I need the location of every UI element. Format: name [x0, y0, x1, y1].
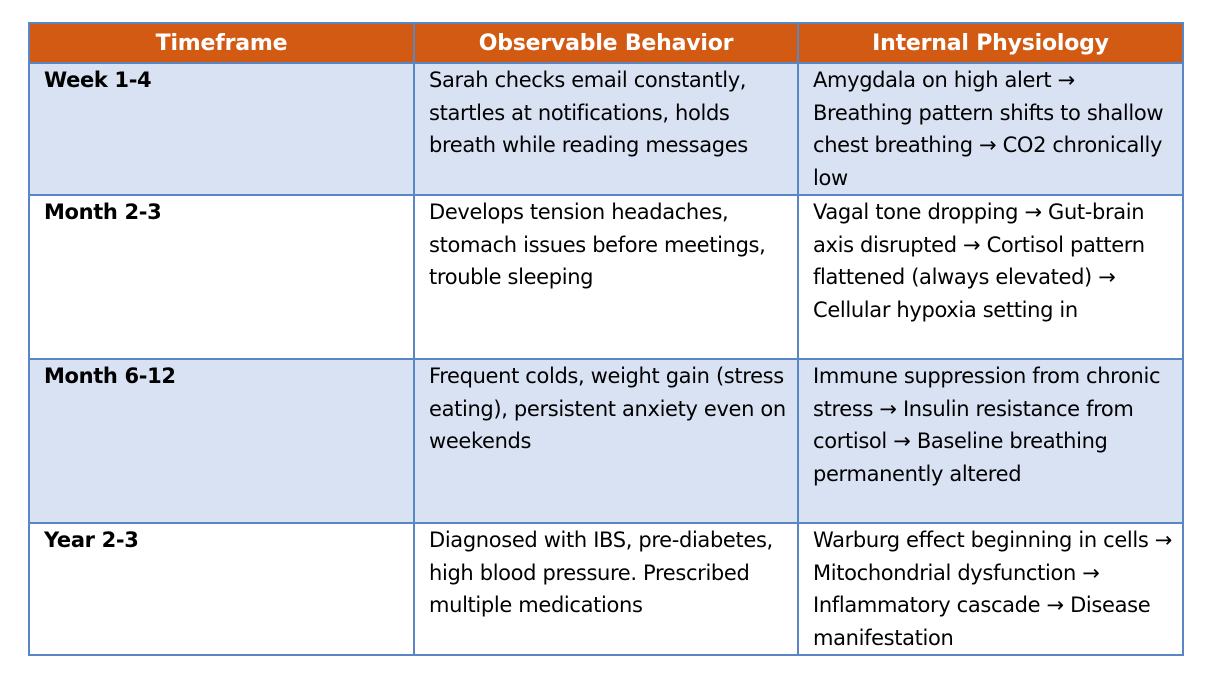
physiology-text: Vagal tone dropping → Gut-brain axis dis… [813, 200, 1145, 322]
behavior-text: Develops tension headaches, stomach issu… [429, 200, 766, 289]
physiology-text: Warburg effect beginning in cells → Mito… [813, 528, 1173, 650]
table-row: Year 2-3 Diagnosed with IBS, pre-diabete… [28, 522, 1184, 656]
behavior-text: Diagnosed with IBS, pre-diabetes, high b… [429, 528, 773, 617]
timeframe-cell: Month 2-3 [28, 194, 415, 360]
timeframe-cell: Week 1-4 [28, 62, 415, 196]
physiology-text: Amygdala on high alert → Breathing patte… [813, 68, 1164, 190]
physiology-cell: Warburg effect beginning in cells → Mito… [797, 522, 1184, 656]
behavior-cell: Sarah checks email constantly, startles … [413, 62, 799, 196]
timeframe-cell: Month 6-12 [28, 358, 415, 524]
behavior-cell: Frequent colds, weight gain (stress eati… [413, 358, 799, 524]
table-row: Month 6-12 Frequent colds, weight gain (… [28, 358, 1184, 524]
physiology-cell: Vagal tone dropping → Gut-brain axis dis… [797, 194, 1184, 360]
stress-progression-table: Timeframe Observable Behavior Internal P… [28, 22, 1184, 656]
table-row: Week 1-4 Sarah checks email constantly, … [28, 62, 1184, 196]
physiology-text: Immune suppression from chronic stress →… [813, 364, 1161, 486]
behavior-cell: Diagnosed with IBS, pre-diabetes, high b… [413, 522, 799, 656]
table-header-row: Timeframe Observable Behavior Internal P… [28, 22, 1184, 64]
table-row: Month 2-3 Develops tension headaches, st… [28, 194, 1184, 360]
timeframe-text: Month 2-3 [44, 200, 162, 224]
timeframe-cell: Year 2-3 [28, 522, 415, 656]
behavior-text: Sarah checks email constantly, startles … [429, 68, 748, 157]
timeframe-text: Year 2-3 [44, 528, 139, 552]
stress-progression-table-container: Timeframe Observable Behavior Internal P… [28, 22, 1184, 656]
physiology-cell: Amygdala on high alert → Breathing patte… [797, 62, 1184, 196]
behavior-cell: Develops tension headaches, stomach issu… [413, 194, 799, 360]
physiology-cell: Immune suppression from chronic stress →… [797, 358, 1184, 524]
header-observable-behavior: Observable Behavior [413, 22, 799, 64]
timeframe-text: Month 6-12 [44, 364, 176, 388]
behavior-text: Frequent colds, weight gain (stress eati… [429, 364, 786, 453]
header-internal-physiology: Internal Physiology [797, 22, 1184, 64]
header-timeframe: Timeframe [28, 22, 415, 64]
timeframe-text: Week 1-4 [44, 68, 152, 92]
